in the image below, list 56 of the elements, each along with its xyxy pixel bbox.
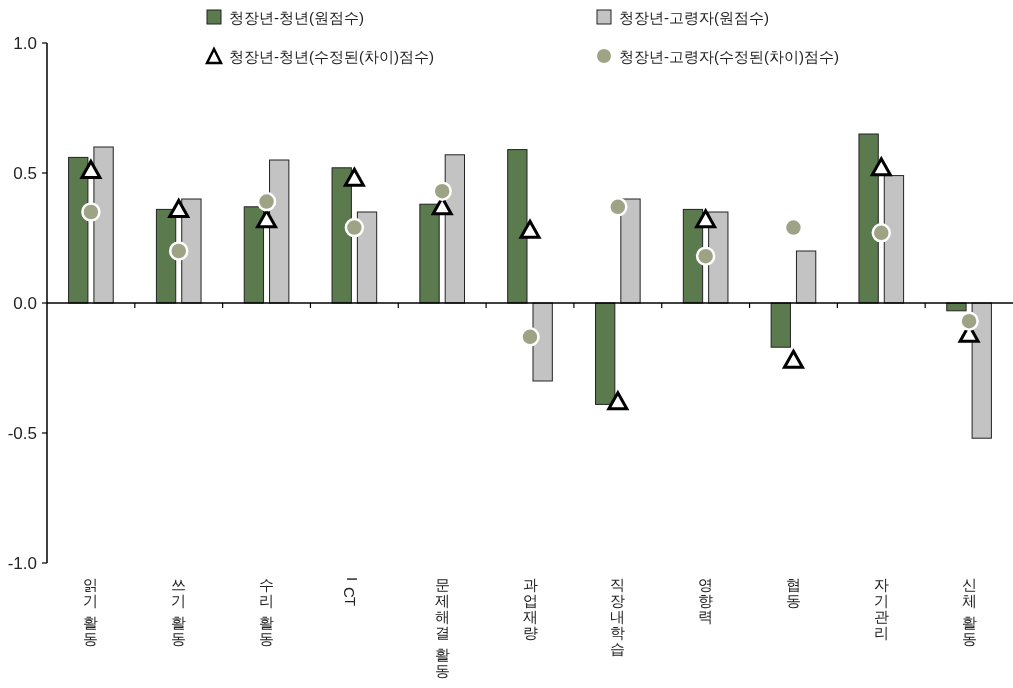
point <box>782 349 804 369</box>
point <box>871 223 892 243</box>
y-tick-label: 1.0 <box>13 34 37 53</box>
x-tick-label: ICT <box>340 577 362 607</box>
point <box>344 217 365 238</box>
point <box>80 159 102 179</box>
point <box>870 157 892 177</box>
point <box>256 209 278 229</box>
legend-label: 청장년-청년(수정된(차이)점수) <box>229 48 434 65</box>
x-tick-label: 과업재량 <box>522 576 538 641</box>
point <box>520 327 540 347</box>
bar <box>269 159 290 304</box>
bar <box>595 302 616 405</box>
y-tick-label: -1.0 <box>7 554 37 573</box>
x-tick-label: 수리 활동 <box>259 576 275 647</box>
y-tick-label: 0.5 <box>13 164 37 183</box>
bar <box>795 250 817 304</box>
point <box>608 197 628 217</box>
point <box>519 219 541 239</box>
point <box>695 209 717 229</box>
x-tick-label: 자기관리 <box>873 576 889 641</box>
bar <box>620 198 641 304</box>
y-tick-label: 0.0 <box>13 294 37 313</box>
bar <box>181 198 202 304</box>
point <box>607 391 629 411</box>
bar <box>507 149 528 304</box>
bar <box>331 167 352 304</box>
x-tick-label: 직장내학습 <box>610 576 626 657</box>
x-tick-label: 신체 활동 <box>961 576 977 647</box>
bar <box>356 211 378 304</box>
bar <box>770 302 791 348</box>
point <box>81 202 101 222</box>
x-tick-label: 쓰기 활동 <box>171 576 187 647</box>
point <box>783 217 804 238</box>
bar <box>243 206 265 304</box>
point <box>168 241 189 261</box>
point <box>256 191 277 212</box>
bar <box>68 156 89 304</box>
bar <box>858 133 879 304</box>
bar <box>419 203 440 304</box>
bar <box>444 154 465 304</box>
bar <box>883 175 905 304</box>
y-tick-label: -0.5 <box>7 424 37 443</box>
point <box>959 311 979 331</box>
x-tick-label: 문제해결 활동 <box>434 576 450 679</box>
bar <box>93 146 114 304</box>
point <box>343 167 365 187</box>
point <box>432 181 452 201</box>
x-tick-label: 읽기 활동 <box>83 576 99 647</box>
x-tick-label: 영향력 <box>698 576 714 625</box>
point <box>168 198 190 218</box>
bar <box>532 302 553 382</box>
point <box>695 246 716 266</box>
bar <box>708 211 729 304</box>
bar <box>971 302 992 439</box>
x-tick-label: 협동 <box>785 576 801 609</box>
